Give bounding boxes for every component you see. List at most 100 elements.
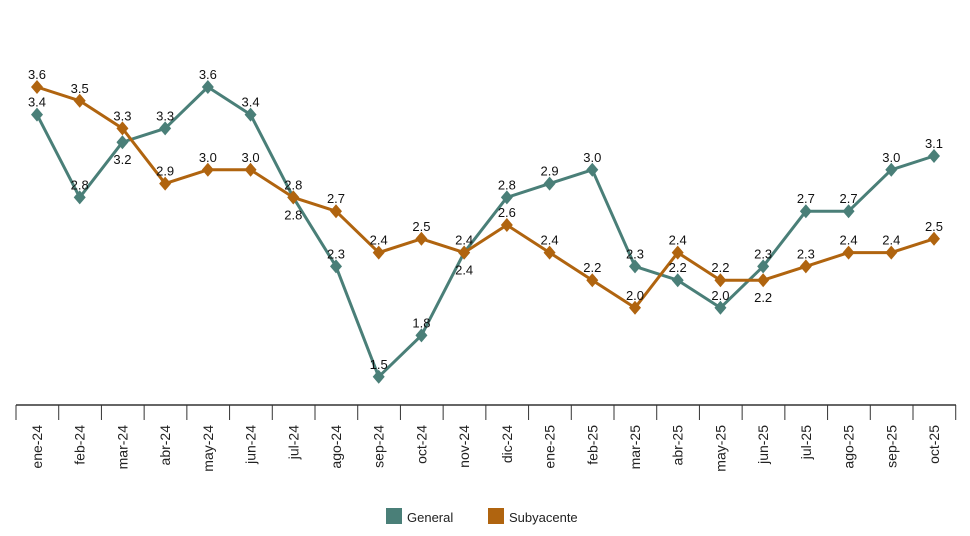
data-label: 1.5 — [370, 357, 388, 372]
data-point-subyacente — [586, 273, 599, 288]
data-label: 2.4 — [840, 233, 858, 248]
data-label: 2.3 — [626, 246, 644, 261]
data-label: 2.4 — [541, 233, 559, 248]
data-point-subyacente — [201, 162, 214, 177]
data-label: 2.4 — [455, 263, 473, 278]
x-tick-label: jun-25 — [755, 425, 771, 465]
data-point-subyacente — [415, 231, 428, 246]
data-label: 3.2 — [113, 152, 131, 167]
data-point-subyacente — [671, 245, 684, 260]
data-label: 3.1 — [925, 136, 943, 151]
data-point-subyacente — [159, 176, 172, 191]
data-label: 2.9 — [541, 164, 559, 179]
legend-swatch-subyacente — [488, 508, 504, 524]
data-point-subyacente — [842, 245, 855, 260]
x-tick-label: jul-24 — [285, 425, 301, 460]
series-line-subyacente — [36, 85, 935, 310]
x-tick-label: ago-24 — [328, 425, 344, 469]
data-label: 2.8 — [71, 177, 89, 192]
x-tick-label: feb-25 — [584, 425, 600, 465]
data-label: 2.7 — [840, 191, 858, 206]
data-point-general — [714, 300, 727, 315]
data-label: 3.6 — [199, 67, 217, 82]
data-label: 2.2 — [669, 260, 687, 275]
data-label: 2.8 — [284, 207, 302, 222]
x-tick-label: oct-25 — [926, 425, 942, 464]
data-point-subyacente — [500, 218, 513, 232]
data-point-general — [159, 121, 172, 136]
data-label: 3.3 — [113, 108, 131, 123]
data-label: 2.3 — [797, 246, 815, 261]
data-point-general — [799, 204, 812, 219]
data-point-general — [842, 204, 855, 219]
data-label: 2.7 — [327, 191, 345, 206]
x-tick-label: sep-25 — [883, 425, 899, 468]
data-point-subyacente — [458, 245, 471, 260]
legend: General Subyacente — [386, 508, 578, 525]
x-tick-label: dic-24 — [499, 425, 515, 463]
data-point-general — [415, 328, 428, 343]
data-label: 2.4 — [455, 233, 473, 248]
x-tick-label: jul-25 — [798, 425, 814, 460]
data-label: 2.2 — [583, 260, 601, 275]
data-point-subyacente — [372, 245, 385, 260]
data-label: 3.0 — [882, 150, 900, 165]
data-point-subyacente — [757, 273, 770, 288]
data-point-subyacente — [714, 273, 727, 288]
data-point-subyacente — [116, 121, 129, 136]
x-tick-label: abr-25 — [670, 425, 686, 466]
data-label: 3.0 — [583, 150, 601, 165]
data-point-subyacente — [287, 190, 300, 205]
data-point-subyacente — [799, 259, 812, 274]
data-label: 2.5 — [925, 219, 943, 234]
data-label: 2.8 — [498, 177, 516, 192]
data-label: 2.3 — [327, 246, 345, 261]
data-point-subyacente — [31, 80, 43, 94]
data-label: 3.3 — [156, 108, 174, 123]
data-point-subyacente — [928, 231, 940, 246]
data-label: 2.8 — [284, 177, 302, 192]
data-label: 2.4 — [370, 233, 388, 248]
data-label: 2.7 — [797, 191, 815, 206]
data-point-general — [586, 162, 599, 177]
legend-swatch-general — [386, 508, 402, 524]
data-label: 3.4 — [28, 95, 46, 110]
data-label: 2.9 — [156, 164, 174, 179]
data-point-subyacente — [73, 93, 86, 108]
x-tick-label: ene-24 — [29, 425, 45, 469]
x-tick-label: may-25 — [712, 425, 728, 472]
data-point-subyacente — [543, 245, 556, 260]
data-point-subyacente — [885, 245, 898, 260]
data-label: 3.5 — [71, 81, 89, 96]
x-tick-label: ene-25 — [542, 425, 558, 469]
legend-label-general: General — [407, 510, 453, 525]
data-label: 2.4 — [669, 233, 687, 248]
x-tick-label: nov-24 — [456, 425, 472, 468]
data-label: 2.6 — [498, 205, 516, 220]
data-point-subyacente — [629, 300, 641, 315]
series-line-general — [35, 85, 935, 379]
x-tick-label: ago-25 — [841, 425, 857, 469]
data-point-general — [330, 259, 342, 274]
data-label: 2.0 — [626, 288, 644, 303]
x-tick-label: jun-24 — [243, 425, 259, 465]
data-point-general — [500, 190, 513, 205]
x-tick-label: abr-24 — [157, 425, 173, 466]
data-label: 2.3 — [754, 246, 772, 261]
data-point-general — [31, 107, 43, 122]
x-tick-label: sep-24 — [371, 425, 387, 468]
data-label: 2.5 — [412, 219, 430, 234]
x-tick-label: feb-24 — [72, 425, 88, 465]
data-label: 3.0 — [242, 150, 260, 165]
legend-label-subyacente: Subyacente — [509, 510, 578, 525]
data-point-general — [671, 273, 684, 288]
data-label: 3.6 — [28, 67, 46, 82]
data-point-general — [116, 135, 129, 150]
data-point-subyacente — [244, 162, 257, 177]
data-point-general — [928, 149, 940, 163]
data-point-general — [543, 176, 556, 191]
x-tick-label: mar-24 — [114, 425, 130, 470]
data-label: 2.0 — [711, 288, 729, 303]
data-point-general — [201, 80, 214, 94]
data-label: 3.0 — [199, 150, 217, 165]
